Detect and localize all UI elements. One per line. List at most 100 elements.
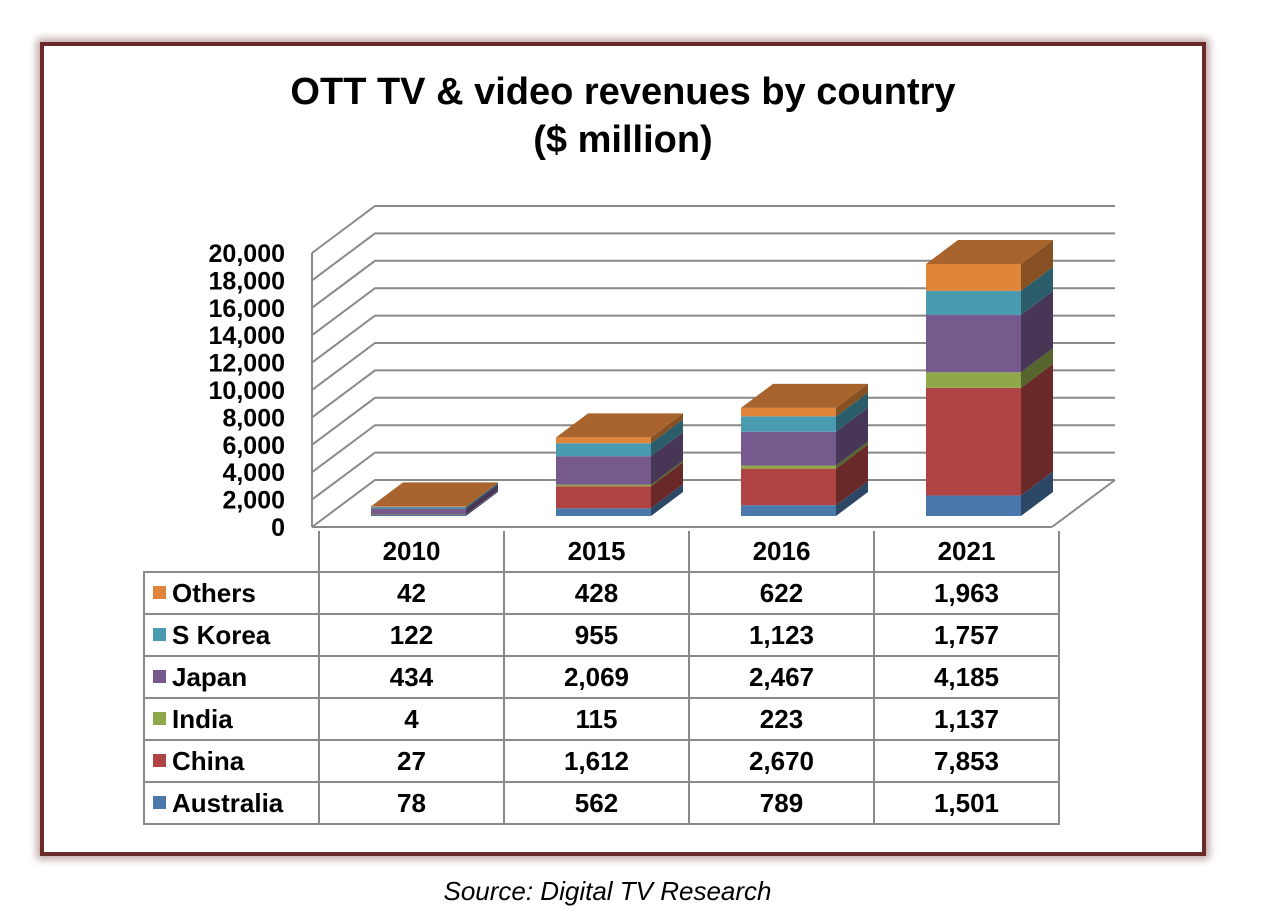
bar-side-japan (466, 484, 498, 515)
bar-side-s-korea (836, 392, 868, 432)
value-cell: 622 (688, 571, 875, 615)
bar-side-australia (466, 490, 498, 516)
y-tick-label: 4,000 (222, 459, 285, 487)
value-cell: 562 (503, 781, 690, 825)
y-tick-label: 12,000 (209, 350, 285, 378)
bar-india-2016 (741, 465, 836, 469)
bar-australia-2015 (556, 508, 651, 516)
value-cell: 7,853 (873, 739, 1060, 783)
column-header: 2010 (318, 531, 505, 573)
bar-side-s-korea (466, 482, 498, 509)
column-header: 2015 (503, 531, 690, 573)
legend-cell: S Korea (143, 613, 320, 657)
source-note: Source: Digital TV Research (443, 876, 772, 906)
gridline (311, 259, 1115, 309)
y-tick-label: 16,000 (209, 295, 285, 323)
gridline (311, 451, 1115, 501)
y-tick-label: 10,000 (209, 377, 285, 405)
bar-australia-2016 (741, 505, 836, 516)
series-label: India (172, 703, 233, 734)
legend-swatch (153, 586, 166, 600)
legend-cell: India (143, 697, 320, 741)
table-row: Others 42 428 622 1,963 (143, 571, 1060, 615)
bar-side-s-korea (651, 419, 683, 457)
gridline (311, 232, 1115, 282)
value-cell: 1,137 (873, 697, 1060, 741)
bar-side-australia (1021, 471, 1053, 516)
title-line: OTT TV & video revenues by country (290, 71, 956, 113)
table-row: China 27 1,612 2,670 7,853 (143, 739, 1060, 783)
value-cell: 428 (503, 571, 690, 615)
value-cell: 4 (318, 697, 505, 741)
value-cell: 2,467 (688, 655, 875, 699)
legend-cell: China (143, 739, 320, 783)
bar-side-s-korea (1021, 266, 1053, 315)
value-cell: 4,185 (873, 655, 1060, 699)
data-table: 2010 2015 2016 2021 Others 42 428 622 1,963 S Kor… (143, 531, 1060, 825)
series-label: Others (172, 577, 256, 608)
column-header: 2016 (688, 531, 875, 573)
bar-side-china (466, 490, 498, 515)
bar-top-2021 (926, 239, 1053, 264)
bar-side-others (651, 413, 683, 444)
legend-swatch (153, 670, 166, 684)
bar-side-others (466, 482, 498, 507)
bar-others-2021 (926, 263, 1021, 291)
legend-cell: Australia (143, 781, 320, 825)
series-label: S Korea (172, 619, 271, 650)
y-tick-label: 18,000 (209, 267, 285, 295)
bar-japan-2021 (926, 314, 1021, 373)
bar-japan-2016 (741, 431, 836, 466)
value-cell: 115 (503, 697, 690, 741)
bar-japan-2015 (556, 456, 651, 485)
series-label: China (172, 745, 245, 776)
bar-top-2015 (556, 413, 683, 438)
value-cell: 42 (318, 571, 505, 615)
bar-india-2010 (371, 514, 466, 516)
gridline (311, 479, 1115, 528)
gridline (311, 424, 1115, 474)
value-cell: 122 (318, 613, 505, 657)
value-cell: 955 (503, 613, 690, 657)
bar-top-2010 (371, 482, 498, 507)
bar-side-china (651, 462, 683, 509)
bar-s-korea-2010 (371, 506, 466, 509)
gridline (311, 396, 1115, 446)
legend-swatch (153, 796, 166, 810)
bar-side-japan (651, 432, 683, 485)
legend-swatch (153, 712, 166, 726)
y-tick-label: 2,000 (222, 487, 285, 515)
series-label: Japan (172, 661, 248, 692)
bar-s-korea-2016 (741, 416, 836, 432)
legend-swatch (153, 628, 166, 642)
table-row: India 4 115 223 1,137 (143, 697, 1060, 741)
bar-australia-2021 (926, 495, 1021, 516)
bar-side-india (836, 441, 868, 469)
y-tick-label: 6,000 (222, 432, 285, 460)
bar-india-2021 (926, 372, 1021, 388)
value-cell: 223 (688, 697, 875, 741)
bar-side-india (466, 490, 498, 515)
gridline (311, 205, 1115, 254)
legend-swatch (153, 754, 166, 768)
value-cell: 27 (318, 739, 505, 783)
gridline (311, 342, 1115, 391)
gridline (311, 369, 1115, 419)
y-tick-label: 8,000 (222, 404, 285, 432)
value-cell: 434 (318, 655, 505, 699)
bar-side-india (651, 460, 683, 487)
bar-others-2015 (556, 437, 651, 444)
table-row: Australia 78 562 789 1,501 (143, 781, 1060, 825)
value-cell: 78 (318, 781, 505, 825)
bar-s-korea-2021 (926, 290, 1021, 315)
series-label: Australia (172, 787, 284, 818)
bar-s-korea-2015 (556, 443, 651, 457)
value-cell: 789 (688, 781, 875, 825)
table-corner (144, 531, 320, 572)
chart-title: OTT TV & video revenues by country ($ mi… (40, 68, 1206, 164)
bar-side-others (836, 383, 868, 417)
bar-india-2015 (556, 484, 651, 487)
legend-cell: Japan (143, 655, 320, 699)
table-row: S Korea 122 955 1,123 1,757 (143, 613, 1060, 657)
